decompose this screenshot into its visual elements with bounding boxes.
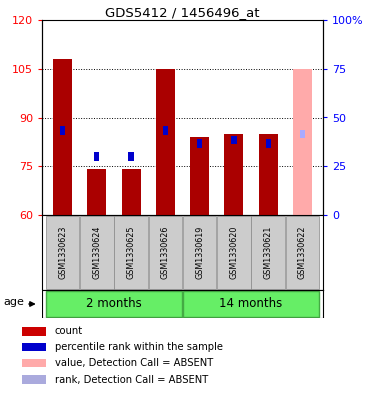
Text: GSM1330622: GSM1330622 (298, 226, 307, 279)
Bar (46, 216, 79, 289)
Bar (266, 140, 271, 147)
Bar (22, 359, 46, 367)
Title: GDS5412 / 1456496_at: GDS5412 / 1456496_at (105, 6, 260, 19)
Bar (94, 152, 99, 161)
Text: GSM1330621: GSM1330621 (264, 226, 273, 279)
Text: GSM1330625: GSM1330625 (127, 226, 135, 279)
Text: 14 months: 14 months (219, 297, 283, 310)
Bar (197, 140, 202, 147)
Text: value, Detection Call = ABSENT: value, Detection Call = ABSENT (55, 358, 213, 368)
Text: GSM1330626: GSM1330626 (161, 226, 170, 279)
Bar (22, 343, 46, 351)
Text: GSM1330623: GSM1330623 (58, 226, 67, 279)
Bar (190, 137, 209, 215)
Bar (87, 169, 106, 215)
Text: count: count (55, 327, 83, 336)
Bar (300, 130, 305, 138)
Bar (163, 127, 168, 134)
Text: GSM1330624: GSM1330624 (92, 226, 101, 279)
Text: rank, Detection Call = ABSENT: rank, Detection Call = ABSENT (55, 375, 208, 384)
Text: GSM1330620: GSM1330620 (230, 226, 238, 279)
Text: 2 months: 2 months (86, 297, 142, 310)
Bar (80, 216, 114, 289)
Bar (46, 291, 182, 317)
Text: GSM1330619: GSM1330619 (195, 226, 204, 279)
Bar (53, 59, 72, 215)
Bar (149, 216, 182, 289)
Bar (183, 216, 216, 289)
Bar (251, 216, 285, 289)
Bar (286, 216, 319, 289)
Bar (22, 375, 46, 384)
Bar (22, 327, 46, 336)
Bar (293, 69, 312, 215)
Text: percentile rank within the sample: percentile rank within the sample (55, 342, 223, 352)
Bar (122, 169, 141, 215)
Bar (183, 291, 319, 317)
Bar (60, 127, 65, 134)
Bar (156, 69, 175, 215)
Bar (217, 216, 251, 289)
Bar (114, 216, 148, 289)
Bar (128, 152, 134, 161)
Bar (259, 134, 278, 215)
Text: age: age (3, 297, 24, 307)
Bar (224, 134, 243, 215)
Bar (231, 136, 237, 144)
